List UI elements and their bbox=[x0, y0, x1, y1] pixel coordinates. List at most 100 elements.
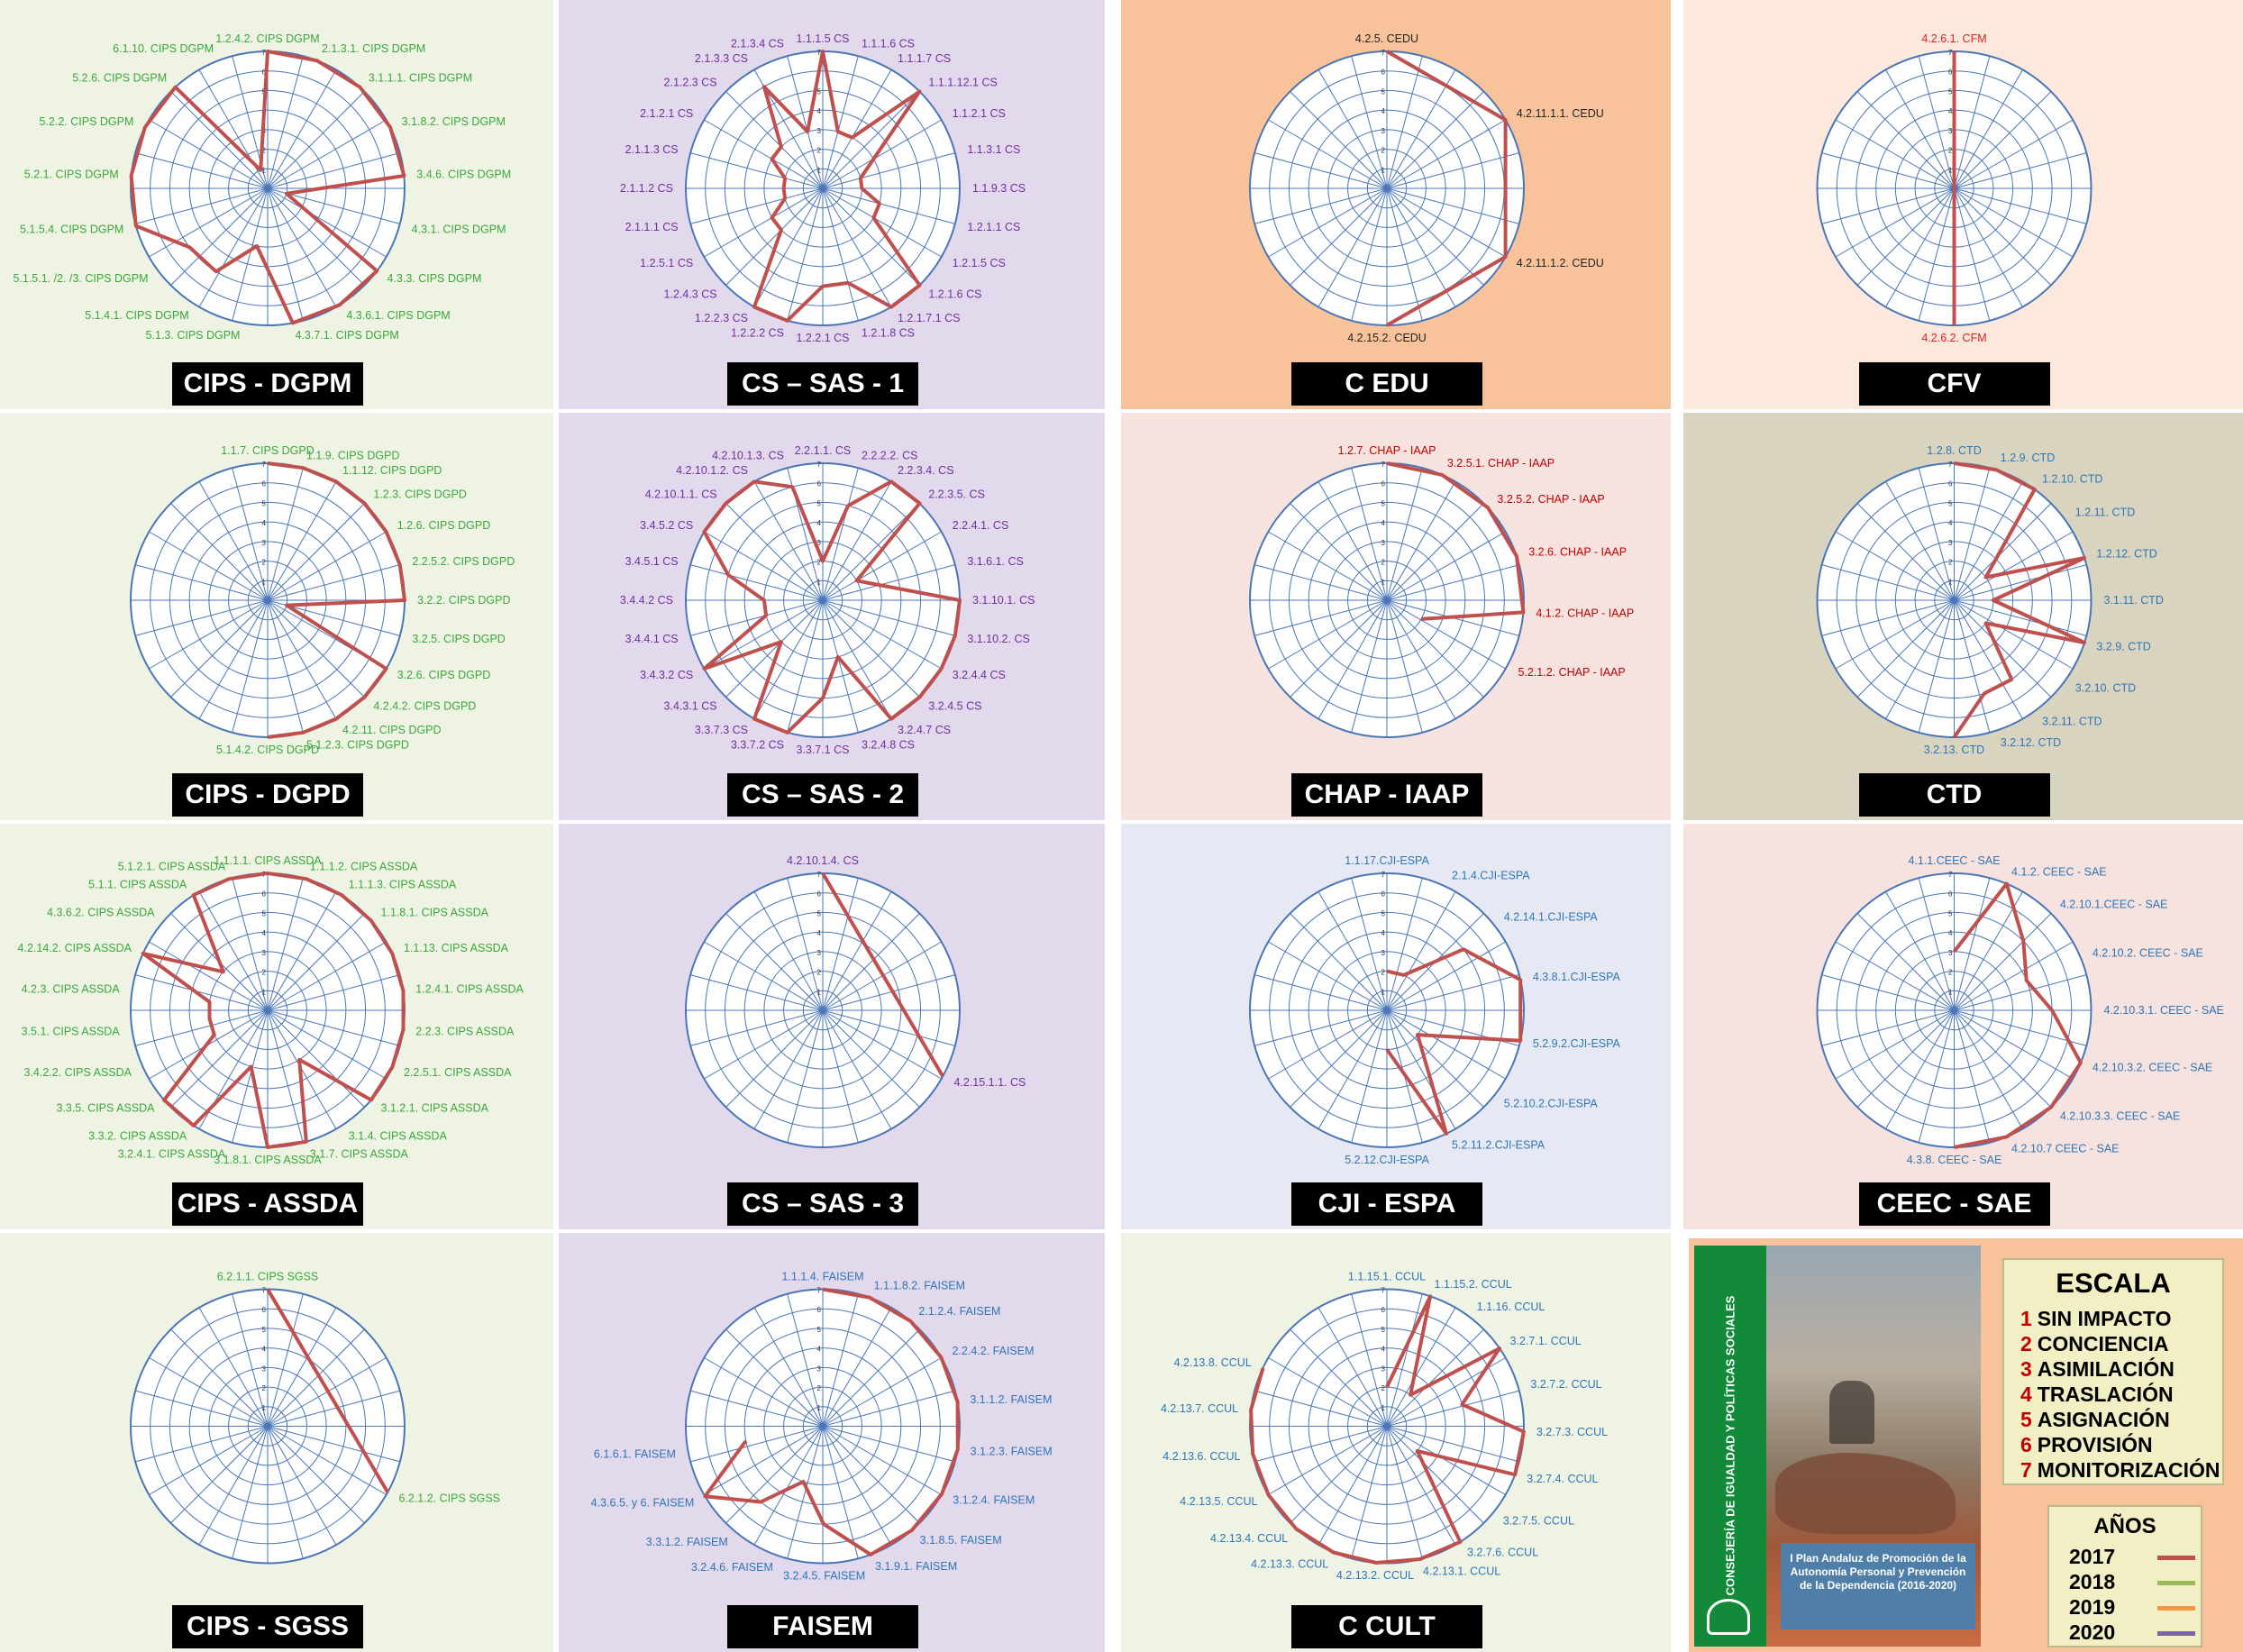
radar-panel: 1 2 3 4 5 6 7 1.2.8. CTD 1.2.9. CTD 1.2.10. CTD 1.… bbox=[1683, 413, 2243, 820]
category-label: 4.3.8. CEEC - SAE bbox=[1907, 1154, 2002, 1166]
year-label: 2017 bbox=[2069, 1545, 2116, 1568]
category-label: 4.2.13.5. CCUL bbox=[1180, 1495, 1257, 1508]
radar-panel: 1 2 3 4 5 6 7 1.2.7. CHAP - IAAP 3.2.5.1. CHAP -… bbox=[1121, 413, 1671, 820]
category-label: 3.1.6.1. CS bbox=[967, 555, 1024, 568]
radial-tick-label: 6 bbox=[1381, 480, 1386, 488]
category-label: 2.2.3.4. CS bbox=[898, 464, 954, 477]
radial-tick-label: 3 bbox=[1381, 1364, 1386, 1373]
radial-tick-label: 4 bbox=[1948, 929, 1953, 937]
radar-panel: 1 2 3 4 5 6 7 4.2.6.1. CFM 4.2.6.2. CFM CFV bbox=[1683, 0, 2243, 409]
year-line-swatch bbox=[2157, 1631, 2195, 1636]
radial-tick-label: 2 bbox=[1948, 559, 1953, 567]
radial-tick-label: 5 bbox=[1381, 87, 1386, 96]
category-label: 1.1.1.5 CS bbox=[796, 32, 849, 45]
category-label: 1.2.1.5 CS bbox=[953, 257, 1006, 269]
category-label: 5.1.5.4. CIPS DGPM bbox=[20, 223, 123, 235]
category-label: 2.2.4.2. FAISEM bbox=[952, 1345, 1034, 1357]
category-label: 6.1.6.1. FAISEM bbox=[594, 1448, 676, 1461]
category-label: 3.2.4.5 CS bbox=[928, 699, 981, 712]
radar-panel: 1 2 3 4 5 6 7 6.2.1.1. CIPS SGSS 6.2.1.2. CIPS S… bbox=[0, 1233, 553, 1652]
category-label: 1.2.2.3 CS bbox=[695, 312, 748, 324]
category-label: 1.1.12. CIPS DGPD bbox=[342, 464, 442, 477]
category-label: 2.2.1.1. CS bbox=[795, 444, 852, 457]
category-label: 1.1.17.CJI-ESPA bbox=[1345, 854, 1429, 867]
series-2017-line bbox=[1385, 947, 1523, 1136]
category-label: 3.1.9.1. FAISEM bbox=[875, 1560, 957, 1573]
category-label: 4.2.13.6. CCUL bbox=[1163, 1450, 1240, 1463]
category-label: 4.3.6.5. y 6. FAISEM bbox=[591, 1496, 695, 1509]
radial-tick-label: 6 bbox=[817, 1306, 822, 1314]
escala-item: 4 TRASLACIÓN bbox=[2020, 1383, 2174, 1407]
radial-tick-label: 2 bbox=[1948, 969, 1953, 977]
category-label: 3.4.4.2 CS bbox=[620, 594, 673, 607]
category-label: 4.2.13.7. CCUL bbox=[1161, 1402, 1238, 1415]
radial-tick-label: 6 bbox=[1948, 480, 1953, 488]
category-label: 4.2.10.2. CEEC - SAE bbox=[2093, 946, 2203, 959]
series-2017-line bbox=[702, 479, 962, 735]
escala-item-label: ASIGNACIÓN bbox=[2037, 1408, 2170, 1431]
category-label: 6.2.1.2. CIPS SGSS bbox=[398, 1492, 500, 1504]
category-label: 3.1.8.5. FAISEM bbox=[920, 1534, 1002, 1547]
category-label: 3.1.2.1. CIPS ASSDA bbox=[380, 1102, 488, 1115]
category-label: 3.4.4.1 CS bbox=[625, 633, 679, 645]
category-label: 1.2.1.1 CS bbox=[967, 221, 1020, 233]
category-label: 1.1.16. CCUL bbox=[1477, 1301, 1545, 1313]
chart-title: CFV bbox=[1858, 362, 2050, 406]
radial-tick-label: 3 bbox=[817, 127, 822, 135]
radial-tick-label: 1 bbox=[262, 578, 267, 586]
series-2017-line bbox=[141, 872, 406, 1149]
category-label: 3.3.7.1 CS bbox=[796, 744, 849, 756]
radial-tick-label: 7 bbox=[1948, 871, 1953, 879]
radial-tick-label: 1 bbox=[817, 988, 822, 996]
category-label: 1.2.8. CTD bbox=[1927, 444, 1981, 457]
radial-tick-label: 5 bbox=[1948, 909, 1953, 917]
radial-tick-label: 6 bbox=[817, 890, 822, 899]
category-label: 3.4.5.2 CS bbox=[640, 519, 693, 532]
radial-tick-label: 2 bbox=[1381, 147, 1386, 155]
radial-tick-label: 7 bbox=[817, 461, 822, 469]
radial-tick-label: 2 bbox=[262, 147, 267, 155]
category-label: 3.1.4. CIPS ASSDA bbox=[349, 1130, 448, 1143]
chart-title: CIPS - DGPD bbox=[172, 773, 363, 817]
category-label: 3.2.7.3. CCUL bbox=[1536, 1426, 1608, 1438]
radial-tick-label: 5 bbox=[262, 1326, 267, 1334]
year-label: 2018 bbox=[2069, 1570, 2116, 1593]
radial-tick-label: 3 bbox=[1381, 127, 1386, 135]
radar-chart: 1 2 3 4 5 6 7 4.1.1.CEEC - SAE 4.1.2. CEEC - SAE… bbox=[1816, 854, 2224, 1166]
radial-tick-label: 6 bbox=[262, 480, 267, 488]
category-label: 4.1.1.CEEC - SAE bbox=[1908, 854, 2000, 867]
category-label: 3.1.8.2. CIPS DGPM bbox=[402, 115, 506, 128]
radar-panel: 1 2 3 4 5 6 7 1.1.1.5 CS 1.1.1.6 CS 1.1.1.7 CS 1.1… bbox=[559, 0, 1105, 409]
category-label: 3.2.4.1. CIPS ASSDA bbox=[118, 1147, 226, 1160]
escala-item-number: 4 bbox=[2020, 1383, 2032, 1406]
category-label: 1.1.9.3 CS bbox=[972, 182, 1026, 195]
radial-tick-label: 6 bbox=[1381, 68, 1386, 77]
cover-photo-figures bbox=[1829, 1381, 1874, 1444]
series-2017-line bbox=[1385, 50, 1508, 327]
category-label: 4.2.10.1.1. CS bbox=[645, 488, 717, 501]
category-label: 1.2.6. CIPS DGPD bbox=[397, 519, 491, 532]
category-label: 1.1.1.8.2. FAISEM bbox=[874, 1279, 965, 1291]
radial-tick-label: 5 bbox=[817, 499, 822, 507]
category-label: 3.1.11. CTD bbox=[2104, 594, 2164, 607]
category-label: 4.1.2. CEEC - SAE bbox=[2011, 866, 2107, 879]
category-label: 4.3.1. CIPS DGPM bbox=[412, 223, 506, 235]
radar-gridlines bbox=[1249, 462, 1525, 738]
category-label: 1.1.8.1. CIPS ASSDA bbox=[380, 906, 488, 918]
category-label: 3.2.4.6. FAISEM bbox=[691, 1561, 773, 1574]
category-label: 4.2.5. CEDU bbox=[1355, 32, 1418, 45]
radial-tick-label: 1 bbox=[1948, 578, 1953, 586]
category-label: 3.1.10.1. CS bbox=[972, 594, 1035, 607]
series-2017-line bbox=[266, 1288, 389, 1493]
radar-gridlines bbox=[685, 462, 961, 738]
radar-panel: 1 2 3 4 5 6 7 4.2.5. CEDU 4.2.11.1.1. CEDU 4.2.11… bbox=[1121, 0, 1671, 409]
radial-tick-label: 7 bbox=[1948, 49, 1953, 57]
radial-tick-label: 4 bbox=[1381, 929, 1386, 937]
category-label: 4.2.11. CIPS DGPD bbox=[342, 724, 442, 736]
radar-gridlines bbox=[685, 1288, 961, 1565]
category-label: 4.1.2. CHAP - IAAP bbox=[1536, 607, 1634, 620]
series-2017-line bbox=[129, 50, 406, 325]
category-label: 3.2.4.4 CS bbox=[953, 669, 1006, 681]
category-label: 3.3.2. CIPS ASSDA bbox=[88, 1130, 187, 1143]
